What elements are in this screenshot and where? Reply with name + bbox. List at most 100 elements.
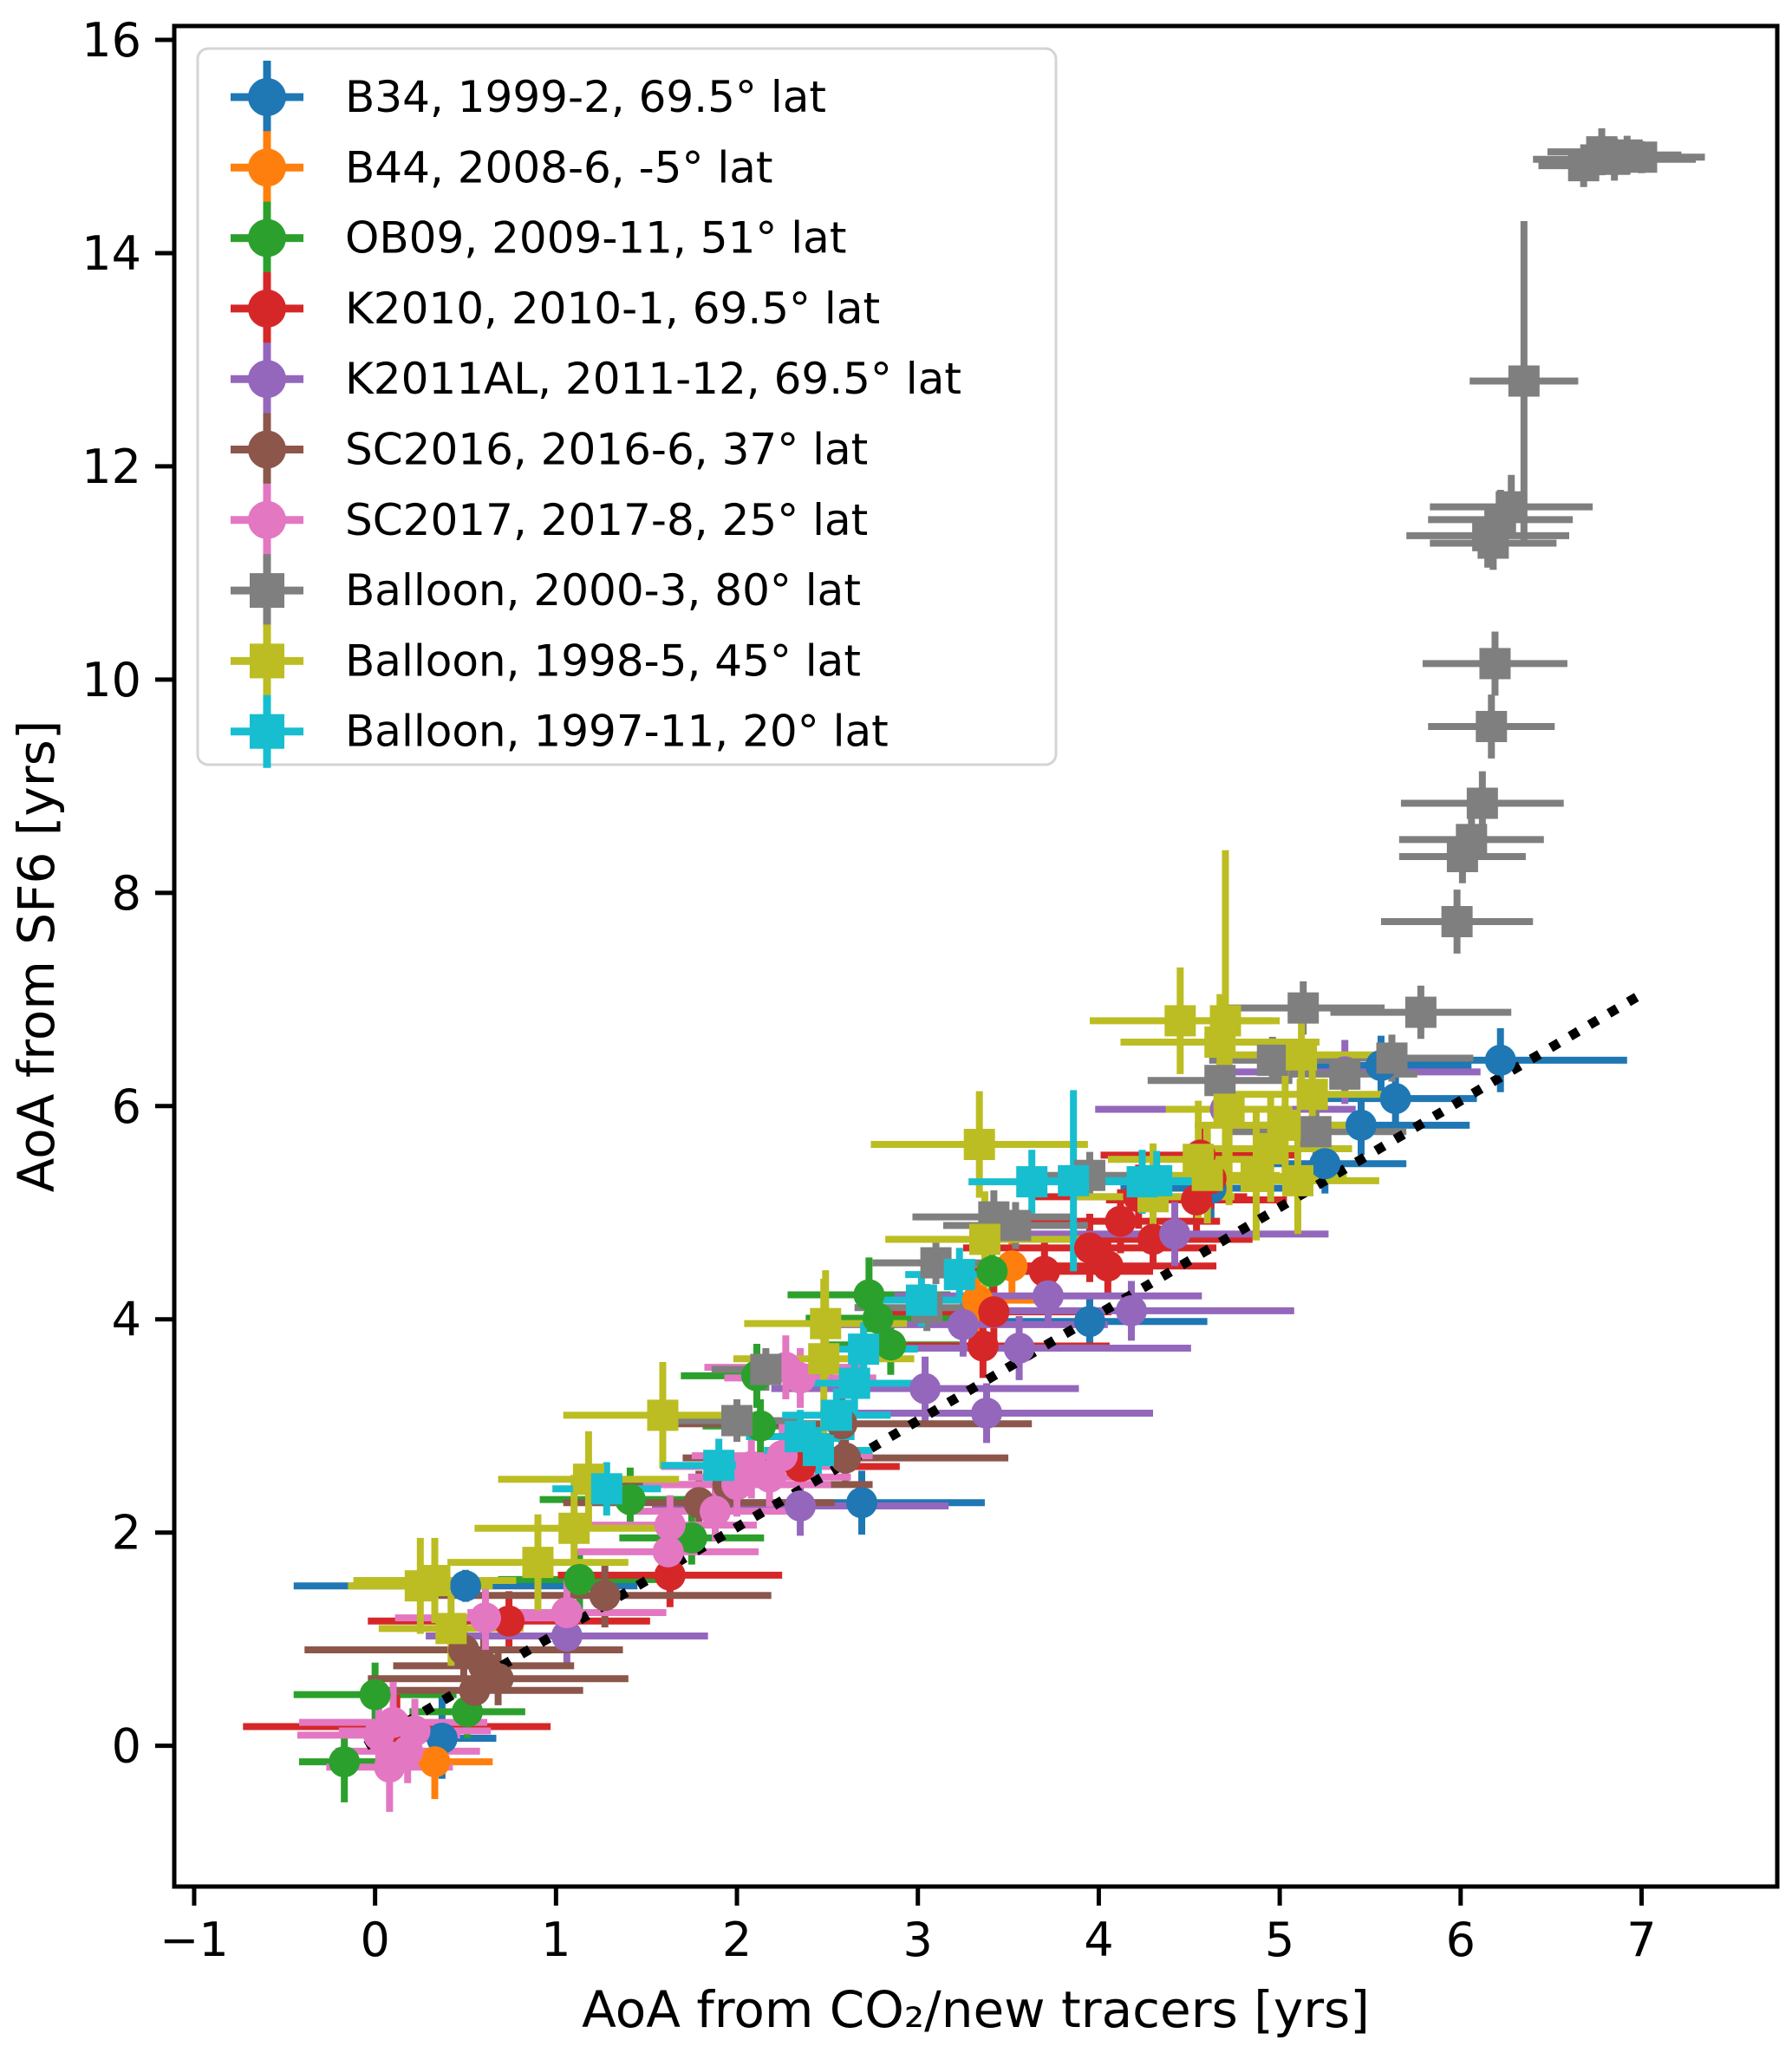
data-point (1028, 1255, 1060, 1287)
data-point (785, 1489, 817, 1522)
data-point (551, 1596, 583, 1628)
legend-circle-marker-icon (248, 500, 286, 539)
x-tick-label: 3 (903, 1913, 933, 1967)
legend-item-Balloon-1998-5: Balloon, 1998-5, 45° lat (231, 624, 861, 698)
data-point (810, 1307, 842, 1339)
legend-item-SC2017: SC2017, 2017-8, 25° lat (231, 483, 868, 557)
series-markers-SC2017 (362, 1352, 817, 1783)
data-point (1073, 1306, 1105, 1338)
data-point (947, 1308, 979, 1340)
data-point (875, 1329, 907, 1361)
data-point (1191, 1159, 1223, 1191)
data-point (1058, 1164, 1090, 1196)
data-point (1091, 1250, 1124, 1282)
y-tick-label: 14 (81, 226, 141, 281)
data-point (846, 1487, 878, 1519)
data-point (1346, 1109, 1378, 1141)
y-tick-label: 12 (81, 440, 141, 494)
legend-circle-marker-icon (248, 148, 286, 187)
data-point (1496, 491, 1528, 523)
legend-label: SC2016, 2016-6, 37° lat (345, 425, 868, 475)
x-axis: −1 0 1 2 3 4 5 6 7 AoA from CO₂/new tracers [yrs] (160, 1887, 1657, 2039)
data-point (1000, 1209, 1032, 1242)
data-point (1466, 787, 1498, 819)
series-markers-Balloon-2000-3 (721, 136, 1658, 1437)
data-point (853, 1279, 885, 1311)
data-point (785, 1362, 817, 1394)
data-point (1256, 1044, 1288, 1076)
data-point (1456, 824, 1488, 856)
legend-label: OB09, 2009-11, 51° lat (345, 213, 846, 264)
data-point (1213, 1093, 1245, 1125)
data-point (1508, 365, 1540, 397)
y-tick-label: 6 (112, 1079, 141, 1134)
data-point (1376, 1042, 1408, 1074)
legend-label: SC2017, 2017-8, 25° lat (345, 495, 868, 545)
legend-item-K2011AL: K2011AL, 2011-12, 69.5° lat (231, 342, 961, 416)
data-point (654, 1509, 686, 1541)
legend-square-marker-icon (250, 714, 284, 749)
legend-label: Balloon, 1998-5, 45° lat (345, 635, 861, 686)
data-point (652, 1535, 684, 1567)
x-tick-label: 1 (541, 1913, 570, 1967)
data-point (963, 1129, 995, 1161)
markers-layer (329, 136, 1658, 1783)
data-point (1329, 1058, 1361, 1090)
data-point (329, 1746, 361, 1778)
legend-box (196, 47, 1058, 766)
series-markers-B44 (419, 1250, 1028, 1778)
x-tick-label: 7 (1626, 1913, 1656, 1967)
data-point (830, 1442, 862, 1474)
data-point (1287, 992, 1320, 1024)
data-point (374, 1751, 406, 1783)
data-point (909, 1372, 942, 1405)
data-point (654, 1559, 686, 1591)
data-point (359, 1678, 391, 1711)
y-tick-label: 4 (112, 1293, 141, 1347)
data-point (1300, 1116, 1332, 1148)
data-point (971, 1397, 1003, 1429)
data-point (459, 1674, 491, 1706)
data-point (820, 1399, 852, 1431)
data-point (419, 1746, 451, 1778)
data-point (435, 1613, 467, 1645)
data-point (1003, 1332, 1035, 1364)
legend-circle-marker-icon (248, 360, 286, 399)
data-point (469, 1602, 501, 1634)
data-point (1159, 1218, 1191, 1250)
y-axis-label: AoA from SF6 [yrs] (7, 720, 66, 1193)
data-point (1209, 1005, 1241, 1037)
data-point (699, 1496, 731, 1528)
data-point (976, 1255, 1008, 1287)
data-point (1164, 1005, 1196, 1037)
data-point (1296, 1079, 1328, 1111)
data-point (1476, 710, 1508, 742)
data-point (905, 1284, 937, 1316)
data-point (1286, 1039, 1318, 1071)
data-point (590, 1473, 622, 1505)
legend-label: B44, 2008-6, -5° lat (345, 142, 772, 192)
data-point (862, 1302, 894, 1334)
x-axis-label: AoA from CO₂/new tracers [yrs] (582, 1980, 1370, 2039)
legend-item-Balloon-2000-3: Balloon, 2000-3, 80° lat (231, 554, 861, 628)
x-tick-label: −1 (160, 1913, 229, 1967)
data-point (802, 1435, 834, 1467)
data-point (493, 1605, 525, 1637)
legend-item-B44: B44, 2008-6, -5° lat (231, 131, 772, 205)
data-point (1379, 1083, 1411, 1115)
legend-label: Balloon, 2000-3, 80° lat (345, 565, 861, 616)
data-point (1141, 1164, 1173, 1196)
y-tick-label: 10 (81, 653, 141, 707)
legend-label: Balloon, 1997-11, 20° lat (345, 707, 889, 757)
legend: B34, 1999-2, 69.5° lat B44, 2008-6, -5° l… (196, 47, 1058, 768)
legend-label: K2011AL, 2011-12, 69.5° lat (345, 354, 961, 404)
data-point (589, 1580, 621, 1612)
y-axis: 0 2 4 6 8 10 12 14 16 AoA from SF6 [yrs] (7, 13, 174, 1774)
legend-circle-marker-icon (248, 430, 286, 469)
data-point (419, 1565, 451, 1597)
legend-item-OB09: OB09, 2009-11, 51° lat (231, 201, 846, 275)
data-point (808, 1343, 840, 1375)
y-tick-label: 2 (112, 1506, 141, 1561)
